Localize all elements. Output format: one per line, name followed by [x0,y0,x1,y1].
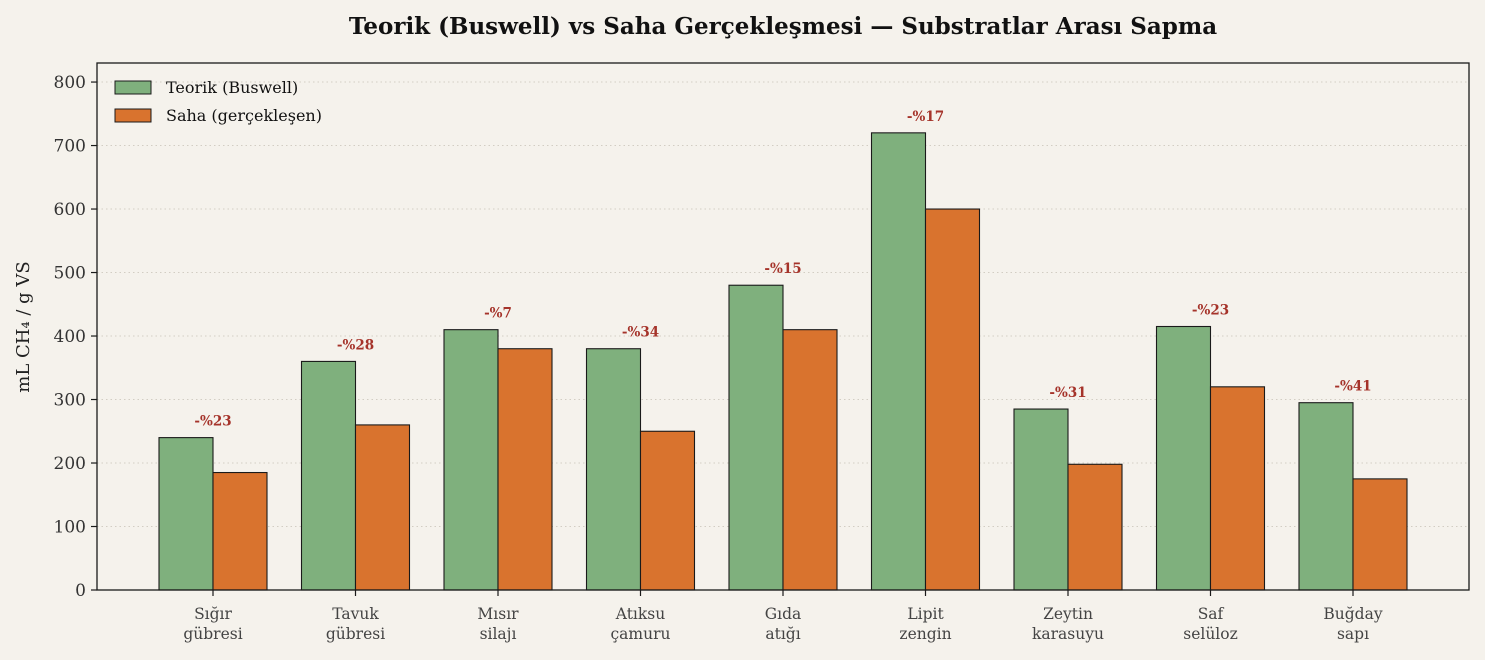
y-axis-label: mL CH₄ / g VS [13,261,34,393]
difference-label: -%28 [337,337,374,353]
x-tick-label: Zeytin karasuyu [1032,605,1104,643]
y-tick-label: 600 [54,200,86,220]
x-axis: Sığır gübresi Tavuk gübresi Mısır silajı Atıks… [183,590,1383,643]
y-axis: 0 100 200 300 400 500 600 700 800 [54,73,97,601]
difference-label: -%34 [622,325,659,341]
bar-teorik [585,348,642,591]
x-tick-label: Sığır gübresi [183,605,242,643]
y-tick-label: 500 [54,264,86,284]
bar-saha [1352,478,1408,591]
bar-saha [497,348,553,591]
y-tick-label: 200 [54,454,86,474]
x-tick-label: Saf selüloz [1183,605,1238,643]
bar-saha [924,208,981,591]
x-tick-label: Tavuk gübresi [326,605,385,643]
legend-swatch [114,108,152,123]
x-tick-label: Mısır silajı [477,605,519,643]
bar-saha [354,424,411,591]
x-tick-label: Lipit zengin [899,605,951,643]
bar-teorik [1298,402,1354,591]
x-tick-label: Gıda atığı [765,605,802,643]
legend: Teorik (Buswell) Saha (gerçekleşen) [114,78,322,125]
bar-saha [1067,463,1123,591]
bar-saha [1209,386,1266,591]
bar-teorik [443,329,499,591]
y-tick-label: 400 [54,327,86,347]
difference-label: -%17 [907,109,944,125]
y-tick-label: 100 [54,518,86,538]
bar-teorik [300,360,357,591]
y-tick-label: 0 [75,581,86,601]
legend-swatch [114,80,152,95]
difference-labels: -%23 -%28 -%7 -%34 -%15 -%17 -%31 -%23 -%41 [194,109,1371,430]
x-tick-label: Buğday sapı [1323,605,1382,643]
bar-saha [782,329,838,591]
y-tick-label: 700 [54,137,86,157]
x-tick-label: Atıksu çamuru [611,605,671,643]
bar-saha [212,471,268,591]
difference-label: -%23 [1192,303,1229,319]
y-tick-label: 800 [54,73,86,93]
bar-teorik [1155,325,1212,591]
bar-teorik [1013,408,1069,591]
bar-teorik [728,284,784,591]
y-tick-label: 300 [54,391,86,411]
bars [158,132,1408,591]
difference-label: -%31 [1049,385,1086,401]
bar-teorik [158,437,214,591]
difference-label: -%7 [484,306,512,322]
difference-label: -%41 [1334,379,1371,395]
difference-label: -%23 [194,414,231,430]
bar-saha [639,430,696,591]
bar-teorik [870,132,927,591]
chart-title: Teorik (Buswell) vs Saha Gerçekleşmesi —… [349,13,1217,40]
legend-label: Teorik (Buswell) [166,78,298,97]
difference-label: -%15 [764,261,801,277]
legend-label: Saha (gerçekleşen) [166,106,322,125]
